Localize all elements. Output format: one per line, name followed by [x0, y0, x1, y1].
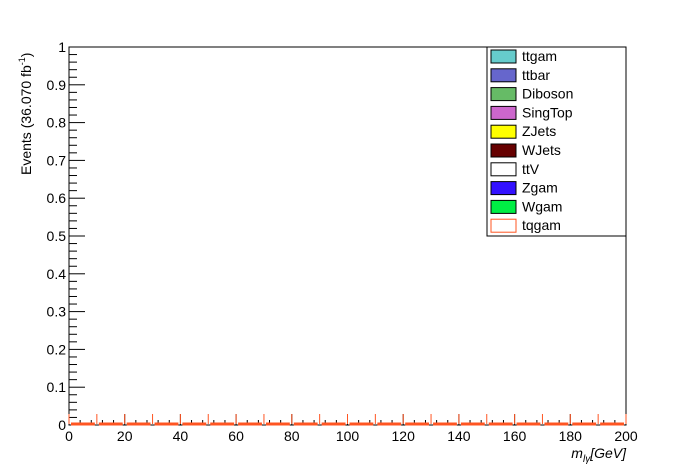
legend-label-Zgam: Zgam [522, 180, 558, 196]
legend-swatch-WJets [490, 143, 517, 158]
legend-swatch-tqgam [490, 218, 517, 233]
y-tick-label: 0.7 [47, 152, 67, 168]
legend-swatch-Diboson [490, 87, 517, 102]
y-axis-tick-labels: 0 0.1 0.2 0.3 0.4 0.5 0.6 0.7 0.8 0.9 1 [47, 39, 67, 433]
legend-swatch-Wgam [490, 199, 517, 214]
legend-label-ttgam: ttgam [522, 48, 557, 64]
x-tick-label: 160 [503, 428, 527, 444]
legend-label-WJets: WJets [522, 142, 561, 158]
x-axis-tick-labels: 0 20 40 60 80 100 120 140 160 180 200 [65, 428, 638, 444]
x-tick-label: 20 [117, 428, 133, 444]
legend-label-Diboson: Diboson [522, 86, 573, 102]
y-tick-label: 0.3 [47, 304, 67, 320]
legend-label-Wgam: Wgam [522, 198, 562, 214]
legend-label-ZJets: ZJets [522, 123, 556, 139]
x-tick-label: 40 [173, 428, 189, 444]
x-tick-label: 60 [228, 428, 244, 444]
x-tick-label: 80 [284, 428, 300, 444]
y-tick-label: 0.9 [47, 77, 67, 93]
legend-label-SingTop: SingTop [522, 104, 573, 120]
y-tick-label: 0.6 [47, 190, 67, 206]
x-tick-label: 180 [559, 428, 583, 444]
y-tick-label: 0.2 [47, 341, 67, 357]
y-axis-title: Events (36.070 fb-1) [17, 53, 34, 175]
legend-label-ttV: ttV [522, 161, 540, 177]
legend-swatch-ttgam [490, 49, 517, 64]
legend-swatch-SingTop [490, 105, 517, 120]
y-axis-ticks [69, 46, 85, 426]
legend-swatch-Zgam [490, 181, 517, 196]
y-tick-label: 0.5 [47, 228, 67, 244]
x-tick-label: 140 [447, 428, 471, 444]
legend-swatch-ttbar [490, 68, 517, 83]
histogram-bins [68, 414, 627, 426]
x-tick-label: 100 [336, 428, 360, 444]
y-tick-label: 1 [58, 39, 66, 55]
legend-swatch-ZJets [490, 124, 517, 139]
legend-label-tqgam: tqgam [522, 217, 561, 233]
x-tick-label: 0 [65, 428, 73, 444]
y-tick-label: 0.8 [47, 115, 67, 131]
legend: ttgam ttbar Diboson SingTop ZJets WJets ttV Zga… [486, 46, 627, 237]
y-tick-label: 0.1 [47, 379, 67, 395]
legend-swatch-ttV [490, 162, 517, 177]
x-axis-title: mlγ[GeV] [571, 445, 627, 465]
x-tick-label: 200 [614, 428, 638, 444]
legend-label-ttbar: ttbar [522, 67, 550, 83]
x-tick-label: 120 [392, 428, 416, 444]
y-tick-label: 0.4 [47, 266, 67, 282]
y-tick-label: 0 [58, 417, 66, 433]
